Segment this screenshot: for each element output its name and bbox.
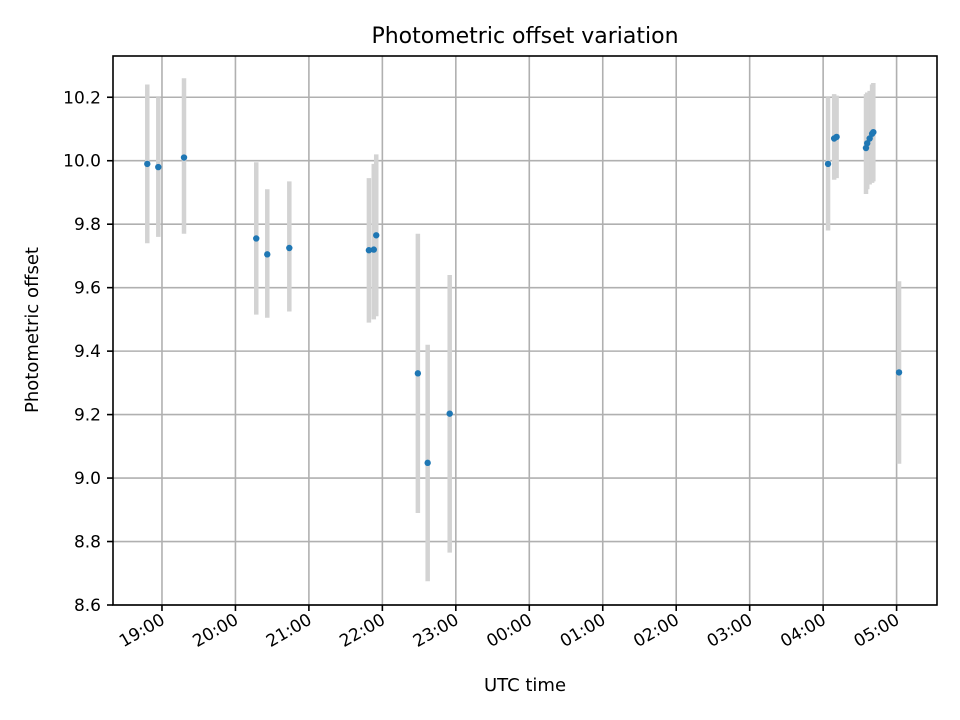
data-point [155, 163, 162, 171]
data-point [365, 247, 373, 254]
data-point [370, 246, 377, 253]
x-tick-label: 04:00 [777, 610, 829, 652]
data-point [144, 160, 151, 168]
x-tick-label: 02:00 [630, 610, 682, 652]
data-point [264, 251, 271, 258]
y-tick-label: 9.2 [74, 406, 101, 426]
x-tick-label: 22:00 [336, 610, 388, 652]
y-axis-label: Photometric offset [22, 247, 43, 413]
data-point [424, 459, 431, 467]
x-tick-label: 00:00 [483, 610, 535, 652]
x-tick-label: 20:00 [190, 610, 242, 652]
y-tick-label: 9.6 [74, 279, 101, 299]
x-axis-label: UTC time [484, 675, 566, 696]
x-tick-label: 01:00 [557, 610, 609, 652]
data-point [864, 140, 871, 147]
error-bars [145, 78, 902, 582]
data-point [253, 235, 260, 242]
y-tick-label: 8.8 [74, 533, 101, 553]
grid [113, 56, 937, 606]
data-point [870, 128, 877, 136]
x-tick-label: 19:00 [116, 610, 168, 652]
axis-ticks: 8.6 8.8 9.0 9.2 9.4 9.6 9.8 10.0 10.2 19:00 20:00 2… [63, 88, 903, 652]
y-tick-label: 10.2 [63, 88, 101, 108]
chart-title: Photometric offset variation [371, 24, 678, 49]
data-points [144, 128, 903, 467]
x-tick-label: 03:00 [704, 610, 756, 652]
y-tick-label: 9.4 [74, 342, 101, 362]
data-point [866, 135, 873, 142]
data-point [824, 160, 832, 168]
y-tick-label: 9.8 [74, 215, 101, 235]
data-point [414, 370, 422, 377]
data-point [446, 410, 453, 417]
data-point [180, 154, 188, 161]
x-tick-label: 23:00 [410, 610, 462, 652]
plot-frame [112, 55, 938, 606]
x-tick-label: 05:00 [851, 610, 903, 652]
data-point [895, 369, 903, 376]
y-tick-label: 10.0 [63, 152, 101, 172]
data-point [833, 133, 840, 141]
y-tick-label: 8.6 [74, 596, 101, 616]
data-point [286, 244, 293, 252]
y-tick-label: 9.0 [74, 469, 101, 489]
data-point [373, 232, 380, 239]
x-tick-label: 21:00 [263, 610, 315, 652]
